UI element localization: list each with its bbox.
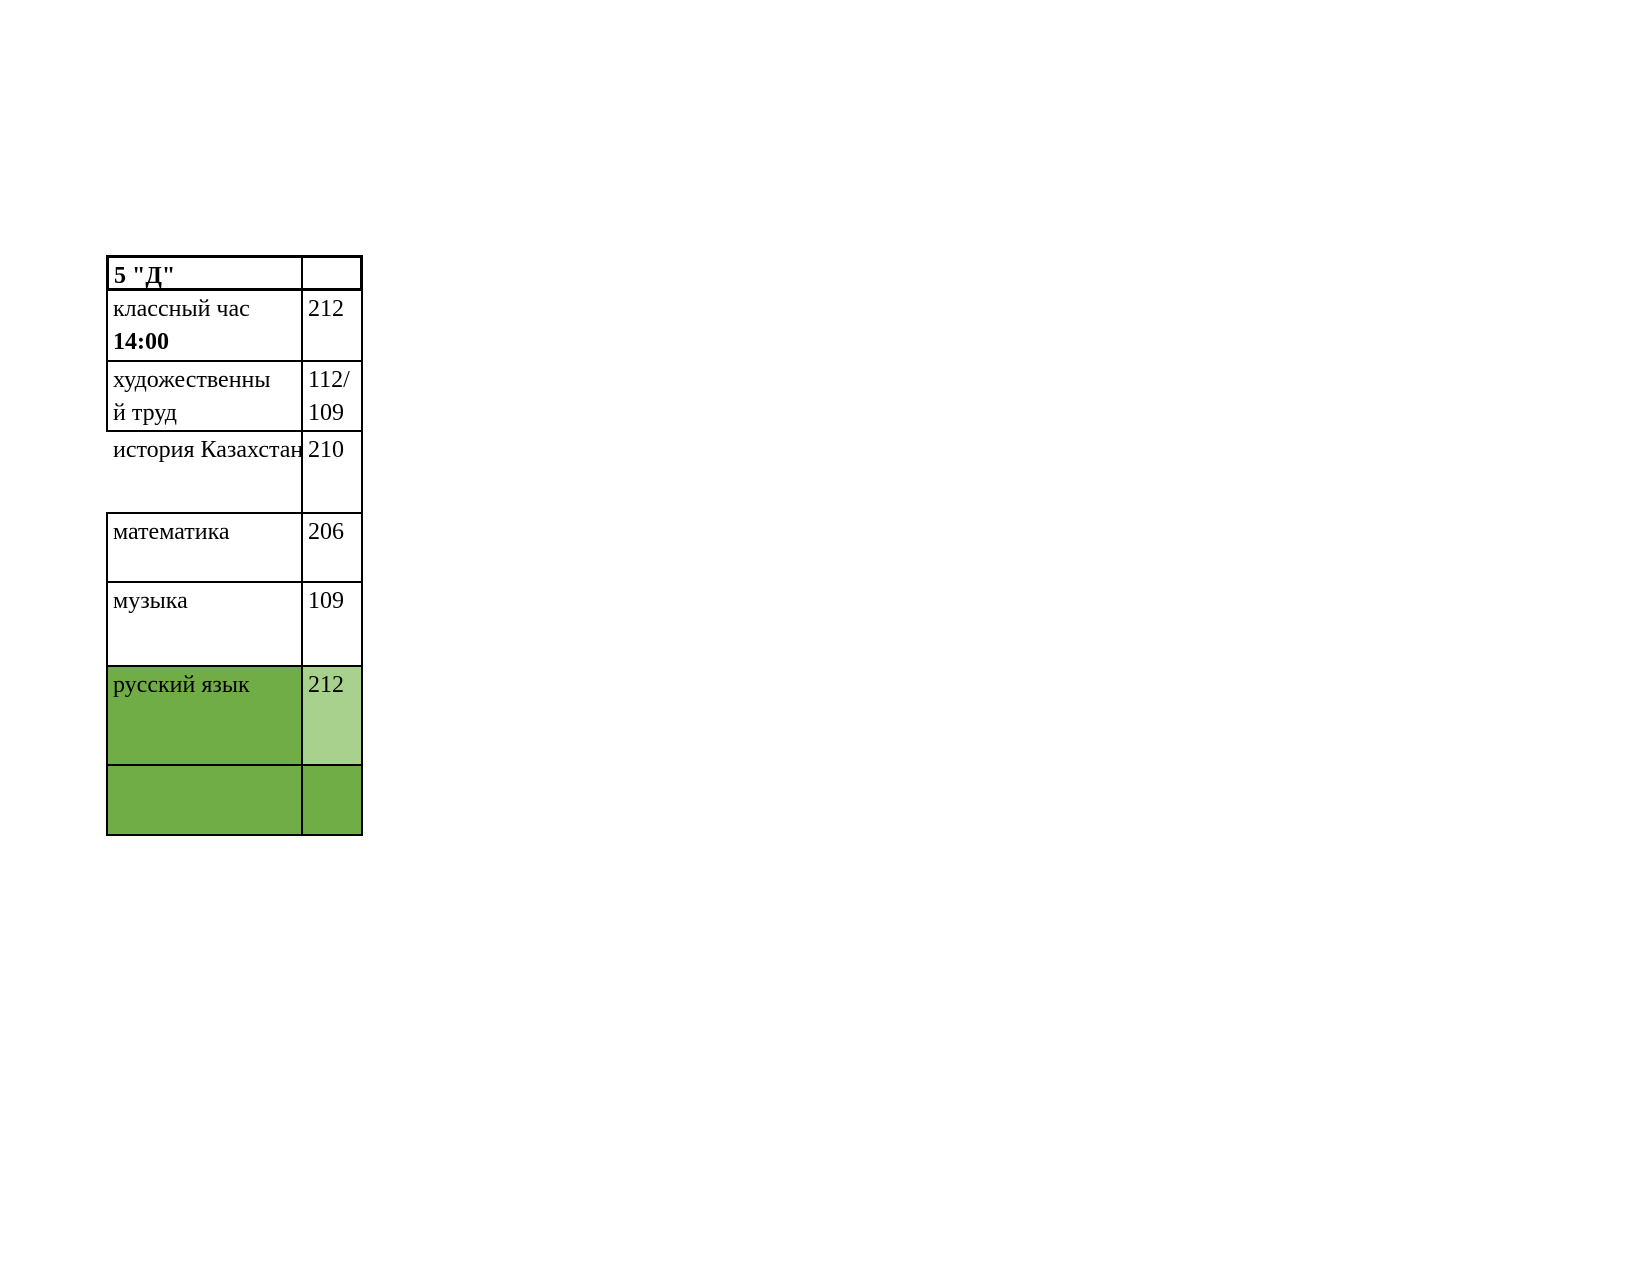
table-row: математика 206	[106, 514, 363, 583]
room-cell	[301, 766, 363, 836]
room-cell: 206	[301, 514, 363, 583]
table-row: русский язык 212	[106, 667, 363, 766]
subject-cell: художественны й труд	[106, 362, 301, 432]
room-label-line2: 109	[308, 400, 344, 426]
subject-label: художественны	[113, 367, 271, 393]
header-room	[301, 255, 363, 291]
subject-cell: математика	[106, 514, 301, 583]
subject-cell: история Казахстана	[106, 432, 301, 514]
subject-cell: классный час 14:00	[106, 291, 301, 362]
table-row: классный час 14:00 212	[106, 291, 363, 362]
table-row: история Казахстана 210	[106, 432, 363, 514]
subject-cell	[106, 766, 301, 836]
table-header-row: 5 "Д"	[106, 255, 363, 291]
table-row: музыка 109	[106, 583, 363, 667]
room-cell: 112/ 109	[301, 362, 363, 432]
time-label: 14:00	[113, 329, 169, 355]
class-name: 5 "Д"	[106, 255, 301, 291]
subject-label: классный час	[113, 296, 250, 322]
table-row: художественны й труд 112/ 109	[106, 362, 363, 432]
subject-cell: музыка	[106, 583, 301, 667]
room-cell: 210	[301, 432, 363, 514]
table-row	[106, 766, 363, 836]
room-label: 112/	[308, 367, 350, 393]
subject-label-line2: й труд	[113, 400, 178, 426]
room-cell: 212	[301, 667, 363, 766]
subject-cell: русский язык	[106, 667, 301, 766]
room-cell: 109	[301, 583, 363, 667]
room-cell: 212	[301, 291, 363, 362]
